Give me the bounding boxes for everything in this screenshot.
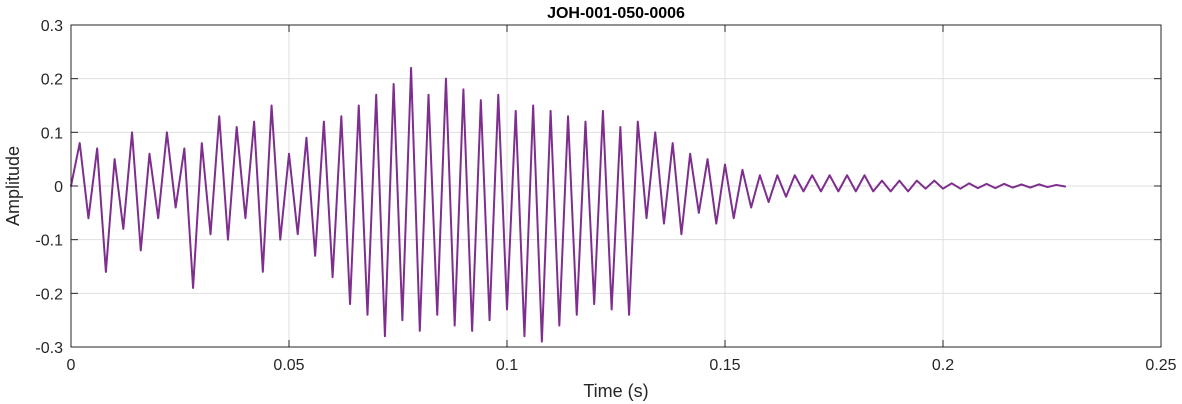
x-tick-label: 0 [67,357,76,374]
x-tick-label: 0.05 [273,357,304,374]
x-axis-label: Time (s) [583,381,648,401]
series-line-0 [70,66,1067,343]
chart-title: JOH-001-050-0006 [547,5,685,22]
x-tick-label: 0.15 [709,357,740,374]
y-tick-label: 0 [54,179,63,196]
x-tick-label: 0.1 [496,357,518,374]
y-tick-label: -0.3 [35,340,63,357]
series-layer [70,66,1067,343]
y-tick-label: 0.1 [41,125,63,142]
x-tick-label: 0.25 [1145,357,1176,374]
x-axis: 0 0.05 0.1 0.15 0.2 0.25 [67,25,1177,374]
y-tick-label: 0.2 [41,72,63,89]
y-tick-label: 0.3 [41,18,63,35]
y-tick-label: -0.2 [35,286,63,303]
y-axis-label: Amplitude [3,146,23,226]
x-tick-label: 0.2 [932,357,954,374]
y-tick-label: -0.1 [35,233,63,250]
y-axis: -0.3 -0.2 -0.1 0 0.1 0.2 0.3 [35,18,1161,357]
